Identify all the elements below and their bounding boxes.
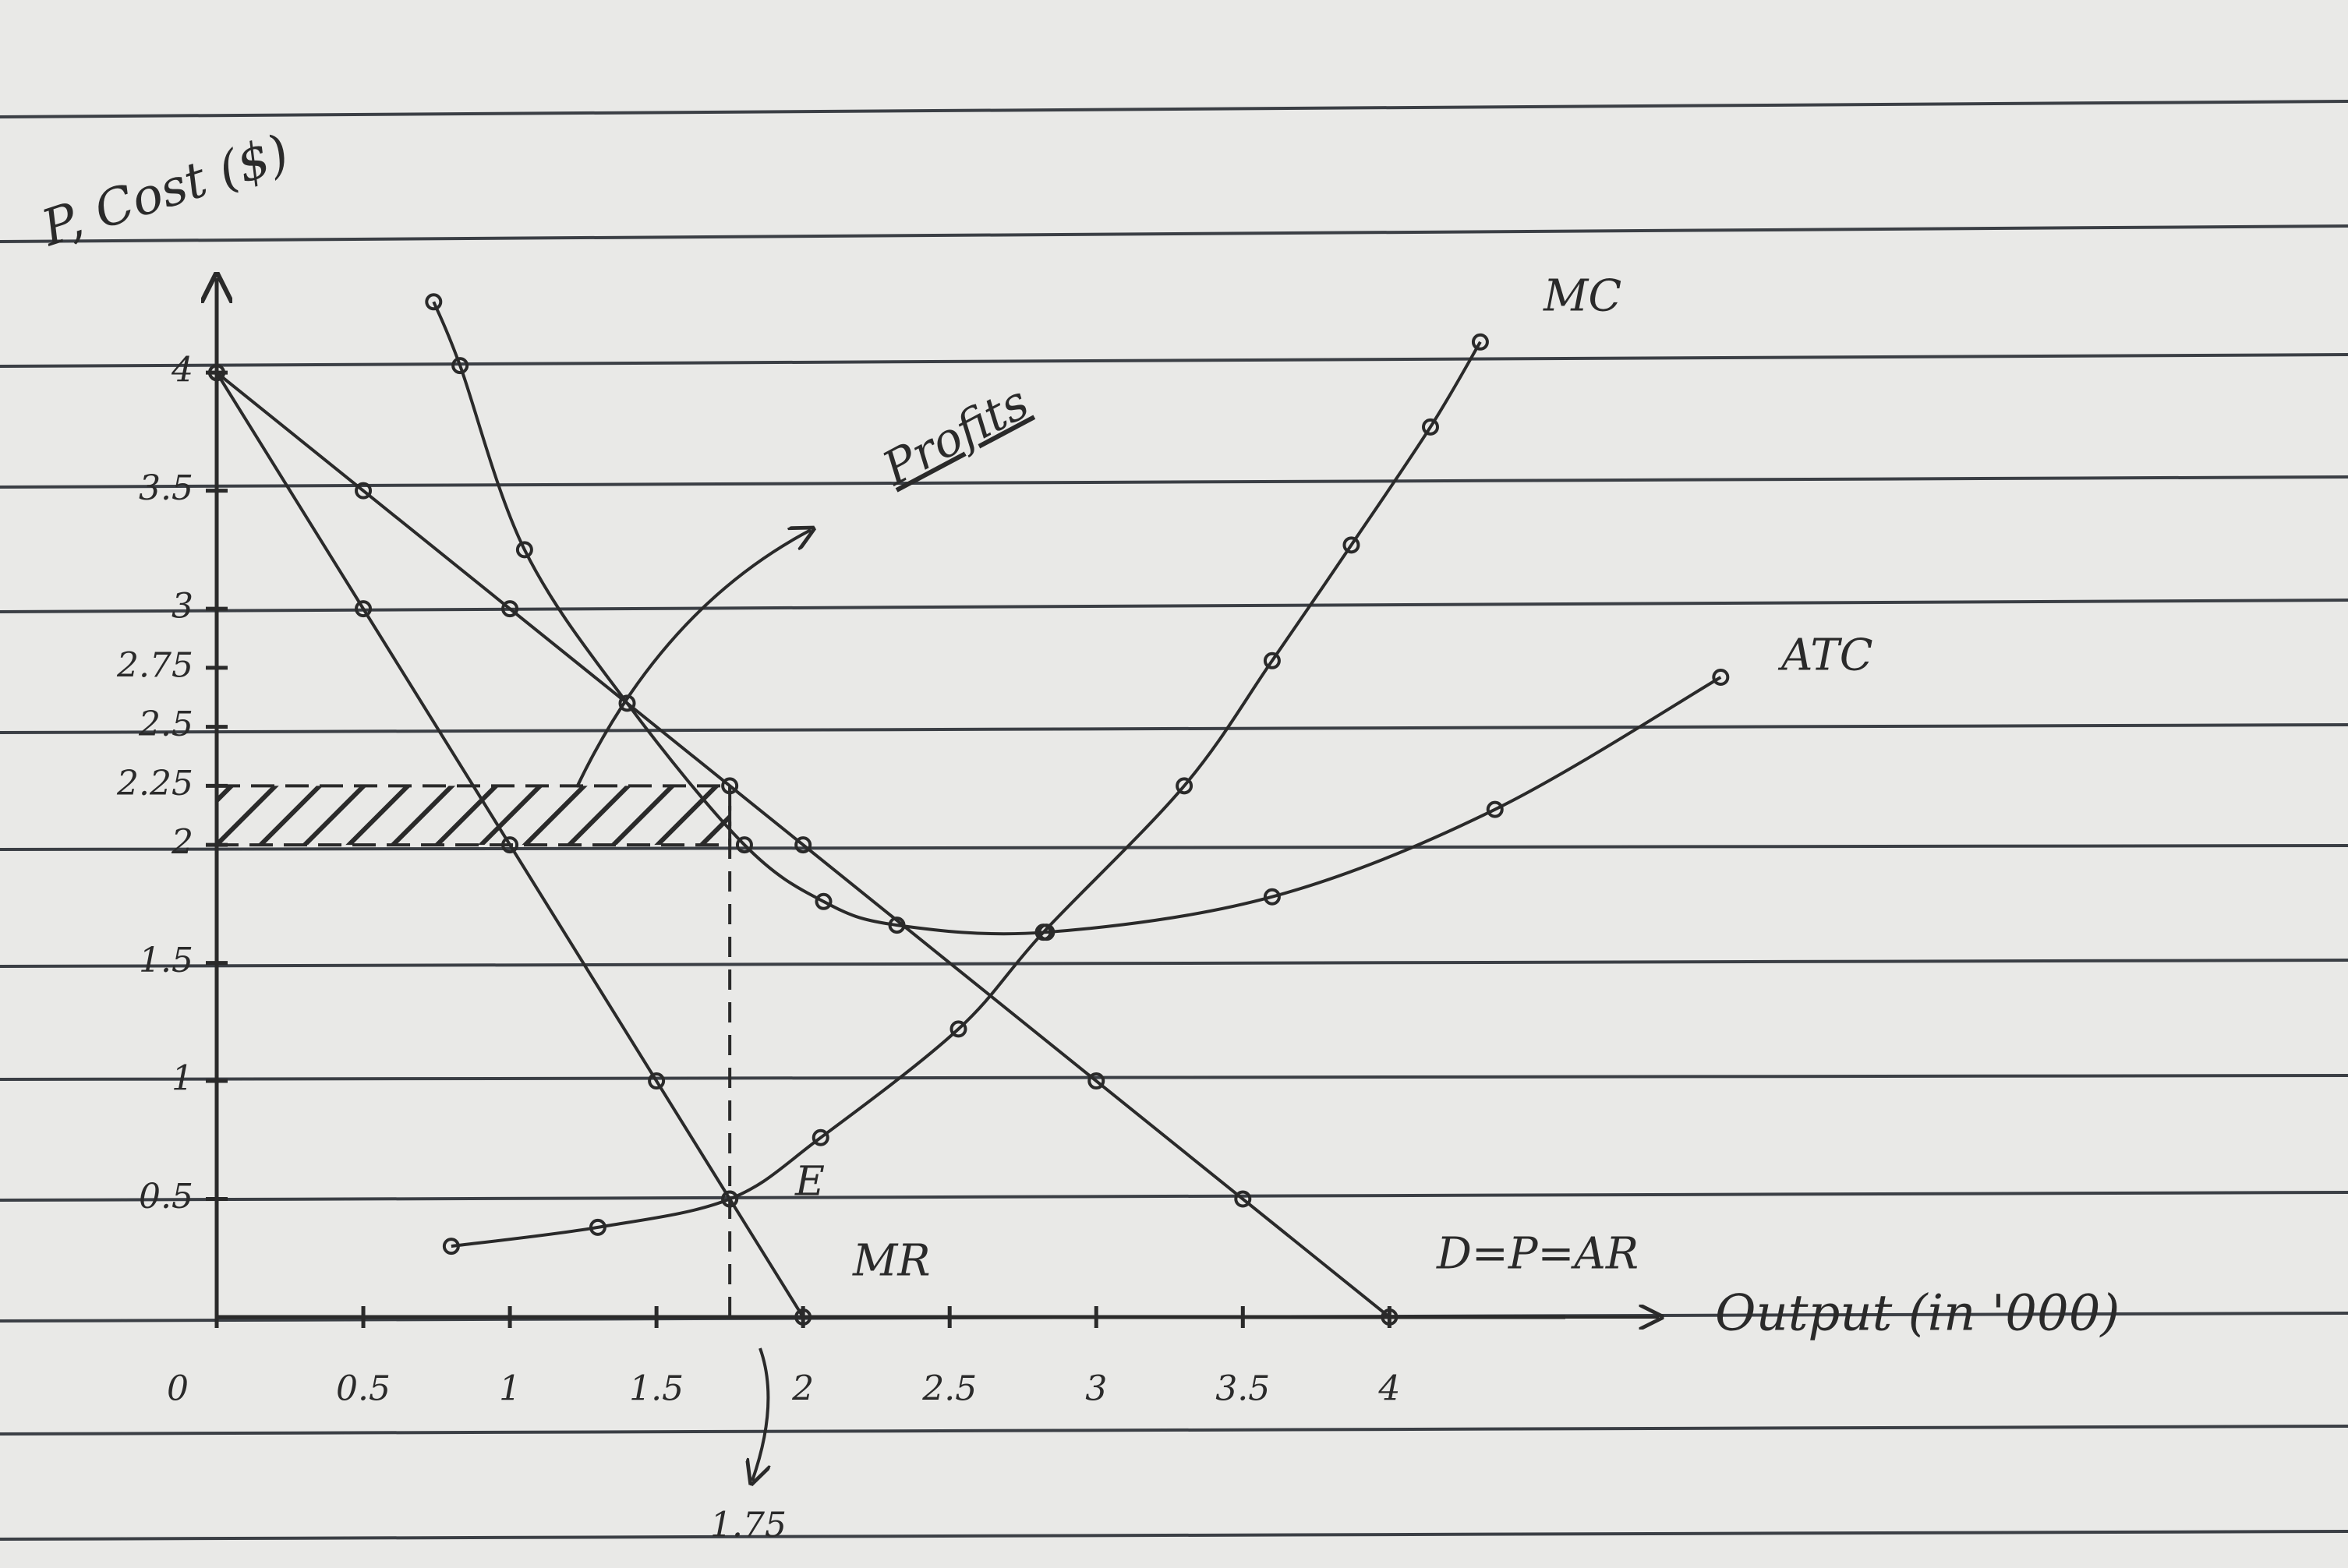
paper-line (0, 353, 2348, 368)
paper-line (0, 723, 2348, 734)
y-tick-label: 2 (171, 823, 193, 863)
profit-area (215, 784, 732, 847)
y-axis-title: P, Cost ($) (34, 124, 296, 258)
y-tick-label: 1.5 (139, 941, 193, 980)
data-point (618, 694, 636, 712)
x-tick-label: 2 (791, 1369, 814, 1409)
series-label: D=P=AR (1436, 1229, 1639, 1280)
data-point (1422, 418, 1439, 436)
data-point (1471, 333, 1489, 351)
series-label: MC (1543, 271, 1621, 322)
data-point (949, 1020, 967, 1038)
ruled-paper (0, 100, 2348, 1541)
output-level-label: 1.75 (710, 1506, 787, 1545)
paper-line (0, 1530, 2348, 1541)
data-point (1342, 536, 1360, 554)
x-tick-label: 2.5 (921, 1369, 977, 1409)
data-point (425, 293, 443, 311)
y-tick-label: 1 (172, 1059, 193, 1099)
x-tick-label: 1 (499, 1369, 521, 1409)
y-tick-label: 2.5 (138, 705, 193, 744)
profits-label: Profits (874, 375, 1038, 496)
data-point (648, 1072, 666, 1090)
paper-line (0, 224, 2348, 243)
x-tick-label: 4 (1377, 1369, 1400, 1409)
data-point (1381, 1308, 1399, 1326)
data-point (355, 482, 373, 500)
data-point (1263, 652, 1281, 669)
x-tick-label: 3.5 (1215, 1369, 1270, 1409)
data-point (815, 892, 833, 910)
paper-line (0, 1425, 2348, 1436)
data-point (812, 1128, 829, 1146)
y-tick-label: 3 (172, 587, 193, 627)
profits-arrow (575, 530, 811, 788)
series-label: MR (852, 1236, 931, 1287)
data-point (451, 357, 469, 375)
data-point (794, 1308, 812, 1326)
data-point (1176, 777, 1193, 795)
data-point (589, 1218, 606, 1236)
series-line (215, 371, 1391, 1319)
x-tick-label: 0 (167, 1369, 189, 1409)
data-point (1087, 1072, 1105, 1090)
data-point (1038, 923, 1056, 941)
data-point (515, 541, 533, 559)
y-tick-label: 4 (171, 351, 193, 390)
data-point (794, 836, 812, 854)
output-arrow (752, 1347, 768, 1481)
data-point (1712, 668, 1730, 686)
x-tick-label: 0.5 (336, 1369, 391, 1409)
series-label: ATC (1777, 630, 1873, 681)
data-point (721, 1190, 739, 1208)
data-point (721, 777, 739, 795)
series-line (451, 341, 1482, 1248)
y-tick-label: 2.25 (116, 764, 193, 803)
paper-line (0, 599, 2348, 613)
data-point (1234, 1190, 1252, 1208)
data-point (888, 916, 906, 934)
paper-line (0, 100, 2348, 118)
equilibrium-label: E (794, 1159, 825, 1206)
y-tick-label: 3.5 (139, 468, 193, 508)
data-point (355, 600, 373, 618)
paper-line (0, 475, 2348, 489)
paper-line (0, 844, 2348, 851)
data-point (208, 364, 225, 382)
data-point (501, 600, 519, 618)
data-point (501, 836, 519, 854)
data-point (1486, 800, 1504, 818)
data-point (735, 836, 753, 854)
x-tick-label: 1.5 (629, 1369, 684, 1409)
paper-line (0, 959, 2348, 968)
y-tick-label: 2.75 (116, 645, 193, 685)
x-tick-label: 3 (1085, 1369, 1107, 1409)
paper-line (0, 1074, 2348, 1081)
paper-line (0, 1191, 2348, 1202)
data-point (1263, 888, 1281, 906)
y-tick-label: 0.5 (139, 1177, 193, 1217)
x-axis-title: Output (in '000) (1715, 1285, 2120, 1343)
data-point (442, 1238, 460, 1255)
